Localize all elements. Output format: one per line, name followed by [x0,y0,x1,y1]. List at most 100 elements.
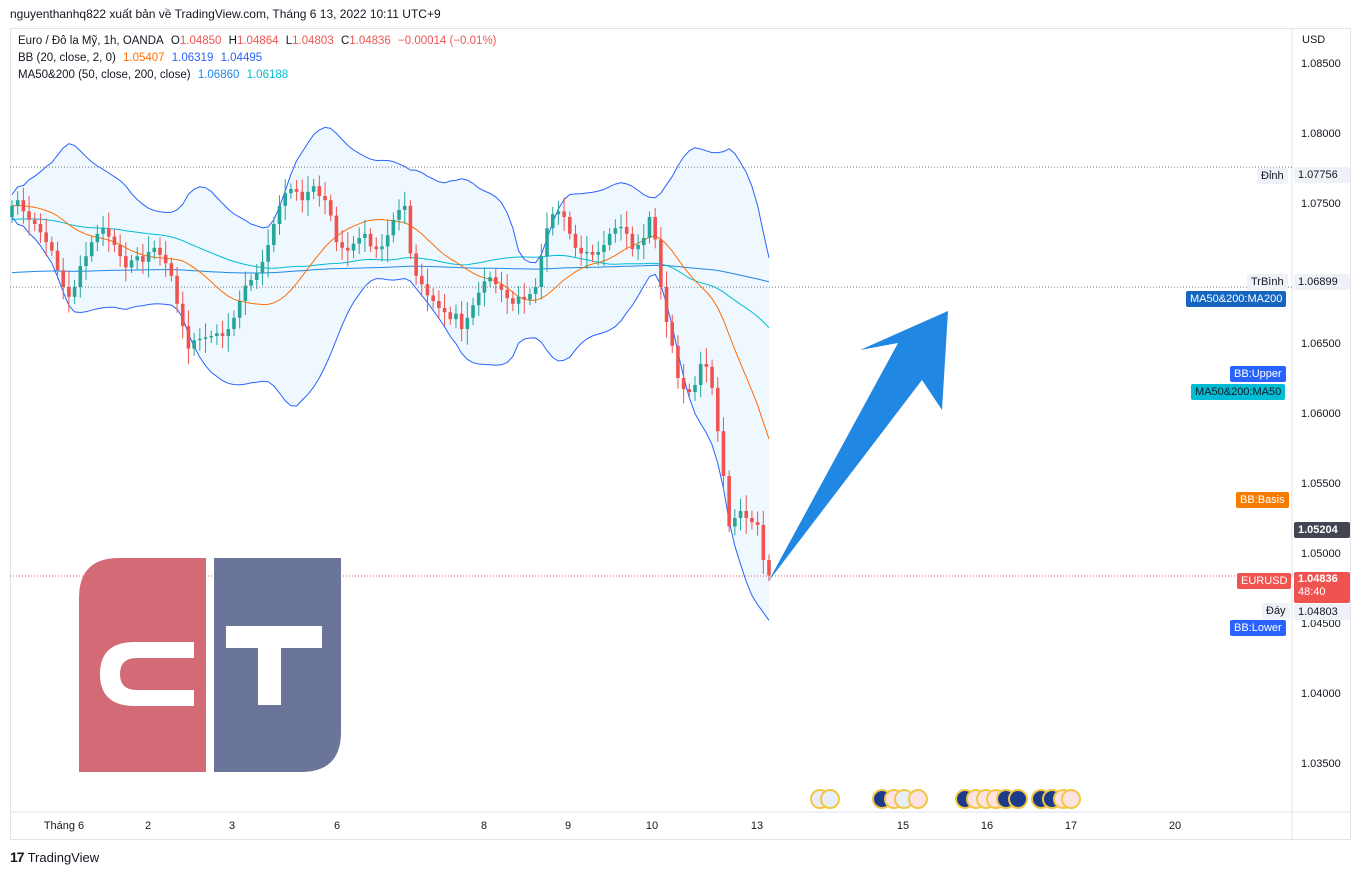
candle-body [340,242,344,248]
price-axis-ticks: 1.08500 1.08000 1.07500 1.06500 1.06000 1.055… [1301,58,1341,770]
candle-body [249,280,253,286]
ma50-value: 1.06188 [246,69,289,81]
event-flag-icon [908,789,928,809]
low-label-tag: Đáy [1262,603,1290,619]
candle-body [556,211,561,215]
candle-body [670,322,675,346]
ct-logo [79,558,341,772]
legend-ma[interactable]: MA50&200 (50, close, 200, close) 1.06860… [18,69,292,81]
candle-body [306,191,310,201]
time-tick-label: 8 [481,820,487,832]
candle-body [237,301,242,318]
legend-bb[interactable]: BB (20, close, 2, 0) 1.05407 1.06319 1.0… [18,52,266,64]
candle-body [277,205,282,224]
candle-body [283,193,288,206]
candle-body [152,247,157,252]
candle-body [180,303,185,327]
candle-body [169,263,174,276]
up-arrow-icon[interactable] [768,311,948,582]
candle-body [243,285,248,301]
open-label: O [170,35,180,47]
candle-body [630,233,635,250]
candle-body [488,277,492,282]
candle-body [767,560,771,576]
price-tick-label: 1.06000 [1301,408,1341,420]
price-tick-label: 1.08000 [1301,128,1341,140]
candle-body [459,313,464,329]
candle-body [505,289,509,299]
close-label: C [340,35,350,47]
close-value: 1.04836 [349,35,391,47]
bb-upper-line [11,126,770,264]
candle-body [624,226,629,234]
candle-body [106,228,111,237]
bb-fill [12,127,769,621]
candle-body [653,217,657,240]
candle-body [402,205,407,210]
price-tick-label: 1.05000 [1301,548,1341,560]
time-tick-label: 9 [565,820,571,832]
ma200-value: 1.06860 [197,69,240,81]
candle-body [715,387,720,432]
candle-body [619,226,623,229]
candle-body [50,242,54,251]
candle-body [21,200,26,212]
symbol-tag: EURUSD [1237,573,1292,589]
candle-body [493,277,498,285]
legend-symbol[interactable]: Euro / Đô la Mỹ, 1h, OANDA [18,35,164,47]
candle-body [533,287,538,294]
candle-body [232,317,236,329]
candle-body [585,252,589,254]
bb-basis-value: 1.05407 [123,52,165,64]
candle-body [78,266,83,287]
price-tick-label: 1.04500 [1301,618,1341,630]
high-value-tag: 1.07756 [1294,167,1350,183]
currency-label: USD [1302,34,1326,46]
candle-body [414,253,418,276]
candles-layer [10,175,771,581]
candle-body [346,247,350,251]
tradingview-logo-icon: 17 [10,849,25,865]
candle-body [294,189,299,192]
candle-body [516,296,521,304]
candle-body [146,252,151,262]
candle-body [129,260,134,268]
candle-body [175,275,179,304]
candle-body [198,338,202,341]
candle-body [44,232,48,243]
candle-body [163,254,168,264]
bb-lower-value: 1.04495 [220,52,263,64]
candle-body [89,242,94,257]
candle-body [727,476,731,527]
ma-label: MA50&200 (50, close, 200, close) [18,69,191,81]
candle-body [254,273,259,280]
candle-body [704,364,709,367]
candle-body [448,312,453,320]
logo-left-block [79,558,206,772]
candle-body [465,317,470,329]
candle-body [95,233,100,243]
event-flag-icon [1008,789,1028,809]
average-value-tag: 1.06899 [1294,274,1350,290]
candle-body [272,224,276,245]
candle-body [203,337,208,339]
candle-body [408,205,413,254]
candle-body [32,219,37,224]
candle-body [61,270,66,287]
candle-body [471,305,475,318]
candle-body [351,243,356,251]
candle-body [641,238,646,245]
tradingview-brand[interactable]: 17 TradingView [10,849,99,865]
candle-body [596,252,601,255]
candle-body [590,252,595,255]
candle-body [687,389,692,392]
candle-body [101,228,105,234]
candle-body [681,378,686,390]
chart-frame [10,28,1351,840]
candle-body [636,245,640,250]
candle-body [15,200,20,206]
candle-body [676,345,680,378]
time-tick-label: Tháng 6 [44,820,84,832]
time-tick-label: 2 [145,820,151,832]
